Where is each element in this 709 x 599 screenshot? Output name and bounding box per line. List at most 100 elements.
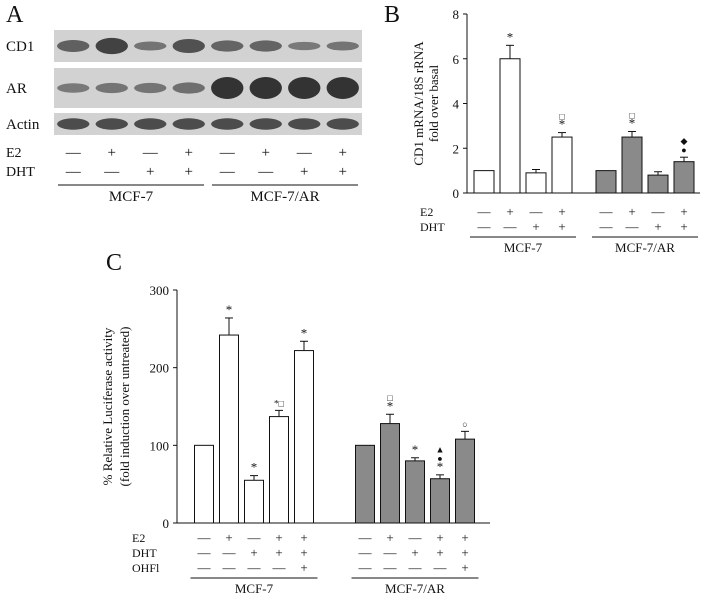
treatment-label: DHT [420, 220, 445, 234]
treatment-sign: — [247, 560, 262, 575]
significance-mark: □ [629, 110, 635, 120]
significance-mark: * [387, 398, 394, 413]
treatment-sign: — [197, 530, 212, 545]
treatment-sign: — [296, 145, 313, 161]
blot-band [326, 77, 359, 99]
significance-mark: ● [681, 145, 687, 155]
treatment-sign: — [222, 545, 237, 560]
treatment-label: E2 [132, 531, 145, 545]
blot-band [211, 40, 244, 52]
treatment-sign: + [300, 530, 307, 545]
blot-band [134, 118, 167, 130]
blot-band [288, 118, 321, 130]
bar [380, 423, 400, 524]
treatment-sign: — [651, 204, 666, 219]
bar [621, 136, 643, 194]
treatment-sign: + [680, 204, 687, 219]
treatment-sign: + [654, 219, 661, 234]
treatment-sign: + [275, 545, 282, 560]
y-tick-label: 0 [453, 186, 460, 201]
treatment-sign: + [300, 560, 307, 575]
treatment-sign: — [625, 219, 640, 234]
panel-c-chart: 0 100 200 300 % Relative Luciferase activity… [100, 283, 490, 596]
treatment-sign: + [108, 145, 116, 161]
blot-band [249, 40, 282, 52]
y-tick-label: 300 [150, 283, 170, 298]
treatment-sign: — [197, 545, 212, 560]
treatment-sign: — [65, 164, 82, 180]
treatment-sign: — [358, 545, 373, 560]
bar [647, 174, 669, 194]
treatment-label: E2 [6, 146, 22, 161]
group-label: MCF-7 [504, 240, 543, 255]
panel-label-c: C [106, 250, 122, 276]
treatment-sign: + [275, 530, 282, 545]
significance-mark: * [301, 325, 308, 340]
treatment-sign: + [436, 530, 443, 545]
treatment-sign: + [386, 530, 393, 545]
treatment-sign: + [680, 219, 687, 234]
panel-a-western-blot: CD1 AR Actin E2 — + — + — + — + DHT — — + + — — + + MCF-7 MCF-… [6, 30, 362, 205]
blot-band [57, 118, 90, 130]
treatment-sign: + [461, 545, 468, 560]
treatment-label: DHT [132, 546, 157, 560]
blot-row-label: AR [6, 81, 27, 97]
significance-mark: * [251, 460, 258, 475]
group-label: MCF-7/AR [250, 189, 319, 205]
blot-band [249, 77, 282, 99]
treatment-sign: + [300, 545, 307, 560]
panel-label-a: A [6, 2, 24, 28]
treatment-label: E2 [420, 205, 433, 219]
treatment-sign: + [461, 530, 468, 545]
blot-band [134, 82, 167, 94]
treatment-sign: — [433, 560, 448, 575]
treatment-sign: + [300, 164, 308, 180]
blot-band [57, 40, 90, 52]
treatment-sign: — [272, 560, 287, 575]
significance-mark: ◆ [681, 136, 688, 146]
significance-mark: * [559, 117, 566, 132]
treatment-sign: + [461, 560, 468, 575]
significance-mark: * [629, 115, 636, 130]
treatment-sign: — [197, 560, 212, 575]
treatment-label: OHFl [132, 561, 160, 575]
significance-mark: ○ [462, 419, 468, 429]
treatment-sign: — [219, 164, 236, 180]
blot-band [57, 83, 90, 93]
treatment-sign: + [339, 145, 347, 161]
treatment-sign: + [225, 530, 232, 545]
blot-band [288, 77, 321, 99]
treatment-sign: + [262, 145, 270, 161]
treatment-sign: — [503, 219, 518, 234]
treatment-sign: + [628, 204, 635, 219]
treatment-sign: + [558, 204, 565, 219]
treatment-sign: + [411, 545, 418, 560]
treatment-sign: — [222, 560, 237, 575]
significance-mark: ▲ [435, 445, 444, 455]
treatment-sign: + [506, 204, 513, 219]
blot-band [95, 82, 128, 94]
blot-row-label: CD1 [6, 39, 34, 55]
significance-mark: * [507, 29, 514, 44]
y-axis-label: % Relative Luciferase activity [100, 327, 115, 485]
bar [525, 172, 547, 194]
treatment-sign: — [65, 145, 82, 161]
treatment-sign: — [358, 560, 373, 575]
blot-band [134, 41, 167, 51]
blot-band [211, 118, 244, 130]
treatment-sign: + [558, 219, 565, 234]
blot-band [95, 118, 128, 130]
blot-strip [54, 113, 362, 135]
y-tick-label: 200 [150, 361, 170, 376]
bar [269, 416, 289, 524]
group-label: MCF-7 [109, 189, 154, 205]
treatment-sign: — [529, 204, 544, 219]
treatment-sign: — [358, 530, 373, 545]
treatment-sign: + [532, 219, 539, 234]
treatment-sign: + [185, 164, 193, 180]
blot-band [211, 77, 244, 99]
bar [595, 170, 617, 194]
treatment-sign: — [599, 219, 614, 234]
